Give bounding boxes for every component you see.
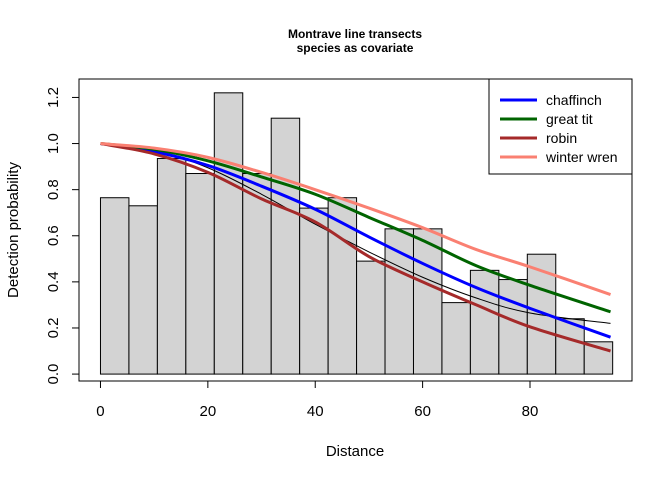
y-tick-label: 0.4 xyxy=(45,271,62,292)
legend-label: chaffinch xyxy=(546,92,602,108)
histogram-bar xyxy=(555,318,585,375)
y-axis-label: Detection probability xyxy=(5,162,22,298)
histogram-bar xyxy=(128,205,158,375)
histogram-bar xyxy=(99,197,130,375)
series-line-robin xyxy=(100,142,611,353)
series-line-great-tit xyxy=(100,142,611,314)
histogram-bar xyxy=(242,173,272,375)
histogram-bar xyxy=(412,228,443,375)
histogram-bar xyxy=(213,92,244,375)
y-tick-label: 0.8 xyxy=(45,179,62,200)
series-line-winter-wren xyxy=(100,142,612,296)
histogram-bar xyxy=(156,158,187,375)
chart-title: Montrave line transects xyxy=(288,27,422,41)
x-tick-label: 40 xyxy=(307,403,324,420)
histogram-bar xyxy=(356,260,386,375)
histogram-bar xyxy=(185,173,215,375)
histogram-bars xyxy=(99,92,614,375)
x-tick-label: 80 xyxy=(522,403,539,420)
histogram-bar xyxy=(299,207,329,375)
legend-label: great tit xyxy=(546,111,593,127)
y-tick-label: 0.0 xyxy=(45,364,62,385)
histogram-bar xyxy=(270,117,301,375)
x-axis: 0 20 40 60 80 xyxy=(96,380,539,420)
y-tick-label: 0.6 xyxy=(45,225,62,246)
y-axis: 0.0 0.2 0.4 0.6 0.8 1.0 1.2 xyxy=(45,87,80,385)
chart-subtitle: species as covariate xyxy=(297,41,414,55)
y-tick-label: 0.2 xyxy=(45,318,62,339)
legend-label: winter wren xyxy=(545,149,618,165)
series-line-chaffinch xyxy=(100,142,612,339)
legend-label: robin xyxy=(546,130,577,146)
y-tick-label: 1.0 xyxy=(45,133,62,154)
histogram-bar xyxy=(441,302,471,375)
y-tick-label: 1.2 xyxy=(45,87,62,108)
histogram-bar xyxy=(498,279,528,375)
x-tick-label: 20 xyxy=(200,403,217,420)
x-tick-label: 0 xyxy=(96,403,104,420)
x-axis-label: Distance xyxy=(326,443,384,460)
legend: chaffinch great tit robin winter wren xyxy=(488,78,633,175)
x-tick-label: 60 xyxy=(414,403,431,420)
detection-curves xyxy=(100,142,612,353)
